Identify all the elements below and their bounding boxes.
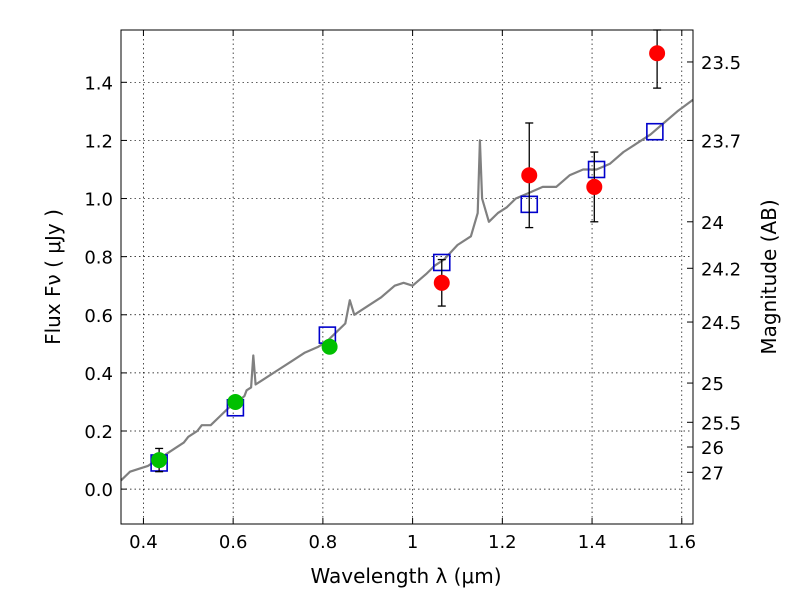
observed-optical-point	[228, 394, 243, 409]
y2-tick-label: 23.7	[701, 131, 741, 152]
x-tick-label: 1.2	[488, 532, 517, 553]
y-tick-label: 0.4	[84, 364, 113, 385]
y-tick-label: 0.0	[84, 480, 113, 501]
y-tick-label: 1.4	[84, 73, 113, 94]
y2-tick-label: 26	[701, 438, 724, 459]
y2-tick-label: 24	[701, 213, 724, 234]
x-tick-label: 0.4	[129, 532, 158, 553]
spectrum-layer	[121, 100, 693, 481]
y-tick-label: 0.6	[84, 306, 113, 327]
x-axis-label: Wavelength λ (μm)	[310, 564, 501, 588]
y2-tick-label: 23.5	[701, 53, 741, 74]
x-tick-label: 0.6	[219, 532, 248, 553]
observed-nir-point	[522, 168, 537, 183]
observed-optical-point	[322, 339, 337, 354]
x-tick-label: 0.8	[309, 532, 338, 553]
y2-tick-label: 25.5	[701, 413, 741, 434]
y-tick-label: 0.8	[84, 248, 113, 269]
grid-lines	[121, 30, 693, 524]
observed-nir-point	[587, 179, 602, 194]
spectrum-line	[121, 100, 693, 481]
observed-nir-point	[434, 275, 449, 290]
chart: 0.4 0.6 0.8 1 1.2 1.4 1.6 0.0 0.2 0.4 0.6 0.8 1.0 1.2…	[0, 0, 800, 600]
x-tick-label: 1	[407, 532, 418, 553]
y-tick-label: 1.2	[84, 131, 113, 152]
y2-tick-label: 27	[701, 463, 724, 484]
plot-frame	[121, 30, 693, 524]
y2-tick-label: 24.2	[701, 259, 741, 280]
y2-tick-label: 24.5	[701, 313, 741, 334]
y-axis-label: Flux Fν ( μJy )	[41, 209, 65, 345]
observed-optical-point	[152, 453, 167, 468]
observed-nir-point	[650, 46, 665, 61]
y-tick-label: 0.2	[84, 422, 113, 443]
secondary-y-axis-label: Magnitude (AB)	[757, 199, 781, 354]
x-tick-label: 1.6	[667, 532, 696, 553]
x-tick-label: 1.4	[578, 532, 607, 553]
y-tick-label: 1.0	[84, 190, 113, 211]
marker-layer	[151, 30, 664, 472]
y2-tick-label: 25	[701, 374, 724, 395]
